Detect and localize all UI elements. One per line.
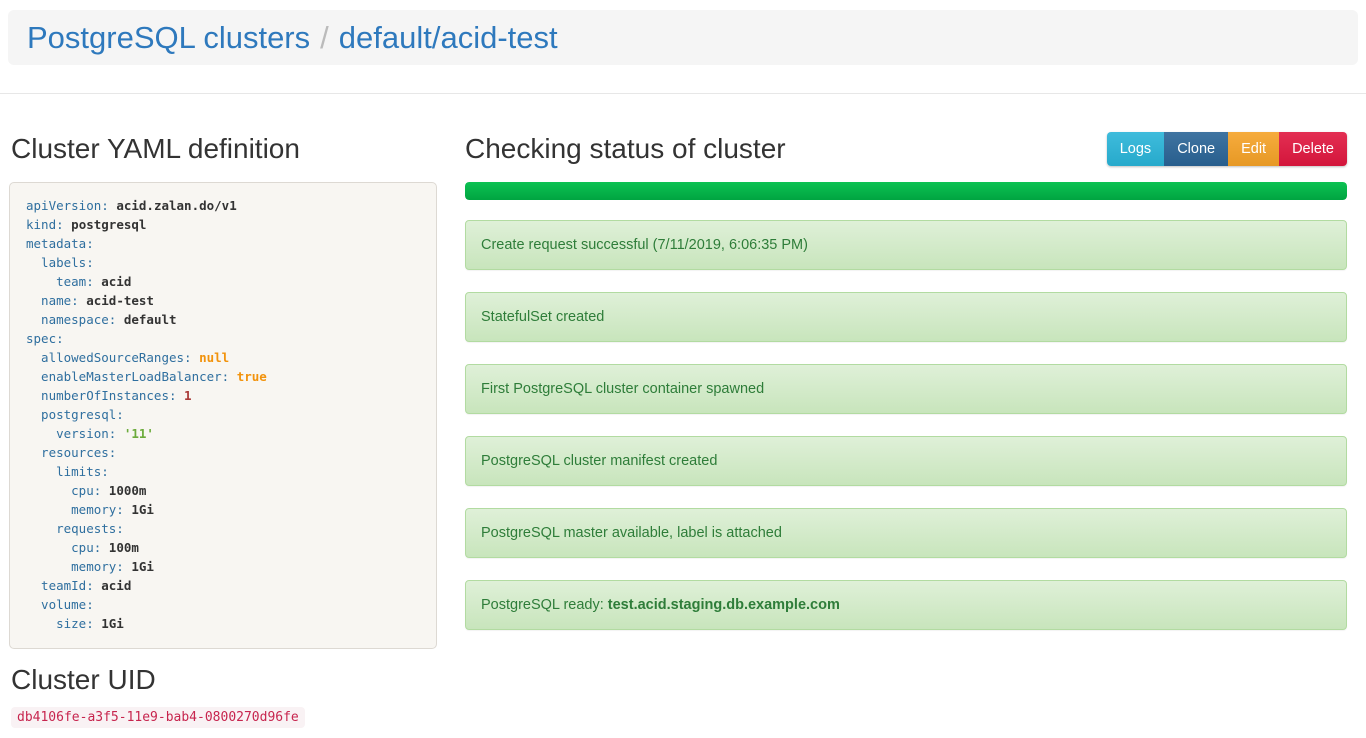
yaml-line: limits: — [26, 464, 109, 479]
breadcrumb-link-current-cluster[interactable]: default/acid-test — [338, 20, 558, 55]
status-message: PostgreSQL ready: test.acid.staging.db.e… — [465, 580, 1347, 630]
yaml-line: version: '11' — [26, 426, 154, 441]
yaml-line: teamId: acid — [26, 578, 132, 593]
cluster-action-buttons: Logs Clone Edit Delete — [1106, 132, 1347, 166]
yaml-line: size: 1Gi — [26, 616, 124, 631]
yaml-line: resources: — [26, 445, 117, 460]
status-message: First PostgreSQL cluster container spawn… — [465, 364, 1347, 414]
yaml-line: requests: — [26, 521, 124, 536]
yaml-line: postgresql: — [26, 407, 124, 422]
yaml-column: Cluster YAML definition apiVersion: acid… — [9, 94, 437, 728]
edit-button[interactable]: Edit — [1228, 132, 1280, 166]
yaml-line: memory: 1Gi — [26, 502, 154, 517]
page-header: PostgreSQL clusters / default/acid-test — [8, 10, 1358, 65]
yaml-line: volume: — [26, 597, 94, 612]
yaml-section-title: Cluster YAML definition — [11, 133, 300, 164]
status-message: StatefulSet created — [465, 292, 1347, 342]
delete-button[interactable]: Delete — [1279, 132, 1347, 166]
yaml-line: spec: — [26, 331, 64, 346]
status-column: Checking status of cluster Logs Clone Edit… — [465, 94, 1347, 652]
status-section-title: Checking status of cluster — [465, 133, 786, 164]
breadcrumb-separator: / — [320, 20, 329, 55]
status-message: PostgreSQL cluster manifest created — [465, 436, 1347, 486]
status-progress-bar — [465, 182, 1347, 200]
header-divider — [0, 93, 1366, 94]
logs-button[interactable]: Logs — [1106, 132, 1165, 166]
main-content: Cluster YAML definition apiVersion: acid… — [0, 94, 1366, 728]
yaml-panel: apiVersion: acid.zalan.do/v1 kind: postgr… — [9, 182, 437, 649]
uid-section-title: Cluster UID — [11, 664, 156, 695]
yaml-line: metadata: — [26, 236, 94, 251]
yaml-line: labels: — [26, 255, 94, 270]
yaml-line: allowedSourceRanges: null — [26, 350, 230, 365]
status-message: PostgreSQL master available, label is at… — [465, 508, 1347, 558]
status-header: Checking status of cluster Logs Clone Edit… — [465, 132, 1347, 166]
yaml-line: name: acid-test — [26, 293, 154, 308]
yaml-line: enableMasterLoadBalancer: true — [26, 369, 267, 384]
status-message-list: Create request successful (7/11/2019, 6:… — [465, 220, 1347, 630]
clone-button[interactable]: Clone — [1164, 132, 1229, 166]
status-progress-track — [465, 182, 1347, 200]
breadcrumb-link-clusters[interactable]: PostgreSQL clusters — [27, 20, 311, 55]
breadcrumb: PostgreSQL clusters / default/acid-test — [27, 22, 558, 53]
yaml-line: memory: 1Gi — [26, 559, 154, 574]
yaml-line: cpu: 100m — [26, 540, 139, 555]
yaml-line: cpu: 1000m — [26, 483, 147, 498]
yaml-line: numberOfInstances: 1 — [26, 388, 192, 403]
yaml-line: kind: postgresql — [26, 217, 147, 232]
yaml-line: apiVersion: acid.zalan.do/v1 — [26, 198, 237, 213]
yaml-line: namespace: default — [26, 312, 177, 327]
status-message: Create request successful (7/11/2019, 6:… — [465, 220, 1347, 270]
yaml-line: team: acid — [26, 274, 132, 289]
cluster-uid-value: db4106fe-a3f5-11e9-bab4-0800270d96fe — [11, 707, 305, 728]
